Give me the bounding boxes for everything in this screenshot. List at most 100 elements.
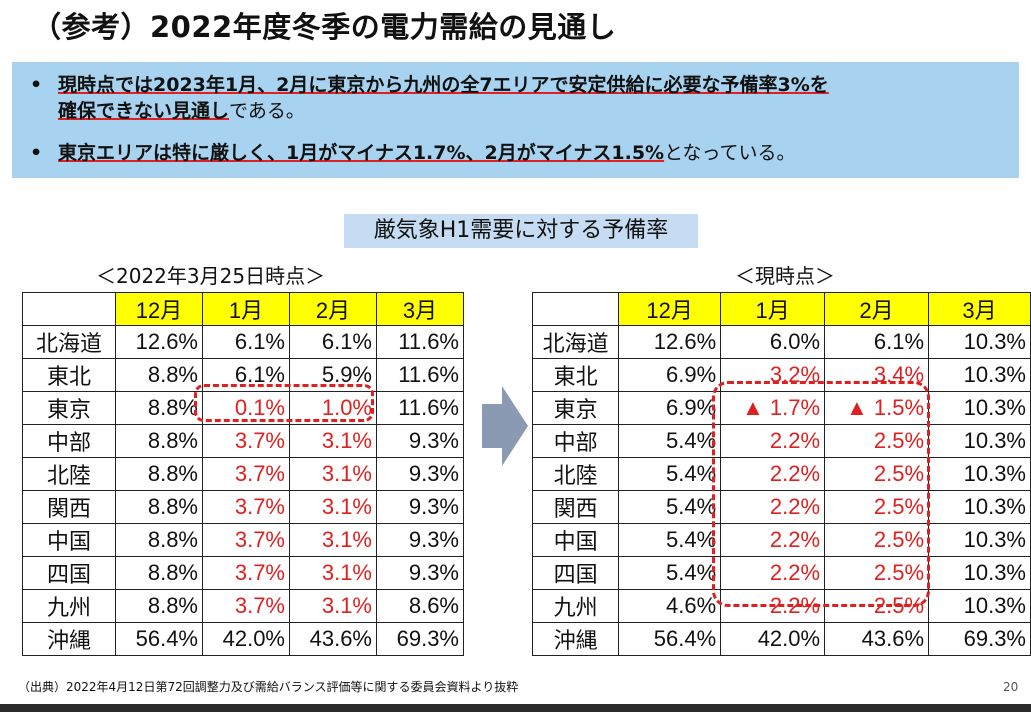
reserve-value: 6.1% xyxy=(824,325,930,359)
reserve-value-alert: ▲ 1.7% xyxy=(720,391,826,425)
reserve-value: 8.8% xyxy=(115,589,203,623)
reserve-value: 6.1% xyxy=(289,325,377,359)
region-name: 北陸 xyxy=(22,457,116,491)
reserve-value: 9.3% xyxy=(376,523,464,557)
reserve-value: 69.3% xyxy=(376,622,464,656)
reserve-value-warning: 3.1% xyxy=(289,556,377,590)
bullet-mark: • xyxy=(30,142,43,164)
reserve-value-alert: ▲ 1.5% xyxy=(824,391,930,425)
region-name: 九州 xyxy=(531,589,620,623)
shortfall-highlight-box xyxy=(712,381,930,607)
reserve-value: 5.4% xyxy=(618,424,722,458)
reserve-value-alert: 2.2% xyxy=(720,556,826,590)
reserve-value: 8.8% xyxy=(115,556,203,590)
reserve-value: 10.3% xyxy=(928,391,1031,425)
table-row: 中部 8.8% 3.7% 3.1% 9.3% xyxy=(22,424,464,458)
table-corner-cell xyxy=(531,292,620,326)
reserve-value: 9.3% xyxy=(376,424,464,458)
region-name: 東北 xyxy=(22,358,116,392)
table-row: 沖縄 56.4% 42.0% 43.6% 69.3% xyxy=(22,622,464,656)
reserve-value: 9.3% xyxy=(376,556,464,590)
region-name: 東北 xyxy=(531,358,620,392)
reserve-value: 9.3% xyxy=(376,490,464,524)
reserve-value: 12.6% xyxy=(618,325,722,359)
reserve-value-alert: 2.2% xyxy=(720,457,826,491)
region-name: 四国 xyxy=(531,556,620,590)
bullet-mark: • xyxy=(30,74,43,96)
table-row: 北陸 8.8% 3.7% 3.1% 9.3% xyxy=(22,457,464,491)
reserve-value: 9.3% xyxy=(376,457,464,491)
reserve-value-warning: 3.1% xyxy=(289,457,377,491)
region-name: 関西 xyxy=(22,490,116,524)
reserve-value: 8.8% xyxy=(115,424,203,458)
reserve-value: 8.8% xyxy=(115,457,203,491)
table-row: 関西 8.8% 3.7% 3.1% 9.3% xyxy=(22,490,464,524)
reserve-value: 43.6% xyxy=(824,622,930,656)
region-name: 沖縄 xyxy=(531,622,620,656)
reserve-value: 69.3% xyxy=(928,622,1031,656)
bullet1-emphasis-a: 現時点では2023年1月、2月に東京から九州の全7エリアで安定供給に必要な予備率… xyxy=(58,74,829,96)
table-header-row: 12月 1月 2月 3月 xyxy=(531,292,1031,326)
region-name: 北海道 xyxy=(531,325,620,359)
month-header: 1月 xyxy=(202,292,290,326)
reserve-value: 10.3% xyxy=(928,325,1031,359)
page-title: （参考）2022年度冬季の電力需給の見通し xyxy=(32,10,617,44)
bullet2-emphasis: 東京エリアは特に厳しく、1月がマイナス1.7%、2月がマイナス1.5% xyxy=(58,142,665,164)
table-row: 北海道 12.6% 6.1% 6.1% 11.6% xyxy=(22,325,464,359)
region-name: 四国 xyxy=(22,556,116,590)
reserve-value-alert: 2.2% xyxy=(720,523,826,557)
month-header: 2月 xyxy=(824,292,930,326)
table-row: 九州 8.8% 3.7% 3.1% 8.6% xyxy=(22,589,464,623)
page-number: 20 xyxy=(1003,680,1019,694)
reserve-value: 12.6% xyxy=(115,325,203,359)
reserve-value: 8.6% xyxy=(376,589,464,623)
summary-box xyxy=(12,62,1019,178)
reserve-value: 5.4% xyxy=(618,556,722,590)
reserve-value-alert: 2.5% xyxy=(824,457,930,491)
table-corner-cell xyxy=(22,292,116,326)
table-row: 中部 5.4% 2.2% 2.5% 10.3% xyxy=(531,424,1031,458)
table-header-row: 12月 1月 2月 3月 xyxy=(22,292,464,326)
region-name: 中部 xyxy=(531,424,620,458)
table-row: 東北 6.9% 3.2% 3.4% 10.3% xyxy=(531,358,1031,392)
reserve-value: 8.8% xyxy=(115,490,203,524)
table-row: 北海道 12.6% 6.0% 6.1% 10.3% xyxy=(531,325,1031,359)
chart-title: 厳気象H1需要に対する予備率 xyxy=(344,214,698,248)
month-header: 1月 xyxy=(720,292,826,326)
reserve-value: 6.9% xyxy=(618,358,722,392)
bullet2-tail: となっている。 xyxy=(664,142,796,164)
region-name: 沖縄 xyxy=(22,622,116,656)
reserve-value-warning: 3.7% xyxy=(202,457,290,491)
reserve-value-warning: 3.7% xyxy=(202,523,290,557)
region-name: 中部 xyxy=(22,424,116,458)
right-table-caption: ＜現時点＞ xyxy=(735,264,835,288)
region-name: 東京 xyxy=(22,391,116,425)
reserve-value: 8.8% xyxy=(115,391,203,425)
reserve-value-alert: 2.5% xyxy=(824,424,930,458)
region-name: 北海道 xyxy=(22,325,116,359)
reserve-value-warning: 3.1% xyxy=(289,490,377,524)
reserve-value-warning: 3.7% xyxy=(202,556,290,590)
transition-arrow-icon xyxy=(482,386,528,466)
table-row: 四国 5.4% 2.2% 2.5% 10.3% xyxy=(531,556,1031,590)
reserve-value: 5.4% xyxy=(618,490,722,524)
reserve-value: 4.6% xyxy=(618,589,722,623)
table-row: 沖縄 56.4% 42.0% 43.6% 69.3% xyxy=(531,622,1031,656)
reserve-value-warning: 3.1% xyxy=(289,589,377,623)
month-header: 2月 xyxy=(289,292,377,326)
region-name: 関西 xyxy=(531,490,620,524)
left-table-caption: ＜2022年3月25日時点＞ xyxy=(96,264,326,288)
reserve-value: 10.3% xyxy=(928,358,1031,392)
reserve-value: 6.9% xyxy=(618,391,722,425)
tokyo-highlight-box xyxy=(194,384,374,422)
table-row: 中国 8.8% 3.7% 3.1% 9.3% xyxy=(22,523,464,557)
reserve-value-warning: 3.7% xyxy=(202,424,290,458)
bullet1-tail: である。 xyxy=(229,100,305,122)
reserve-value: 11.6% xyxy=(376,325,464,359)
region-name: 北陸 xyxy=(531,457,620,491)
region-name: 中国 xyxy=(22,523,116,557)
reserve-value: 10.3% xyxy=(928,457,1031,491)
reserve-value: 42.0% xyxy=(720,622,826,656)
reserve-value: 5.4% xyxy=(618,523,722,557)
reserve-value: 56.4% xyxy=(115,622,203,656)
